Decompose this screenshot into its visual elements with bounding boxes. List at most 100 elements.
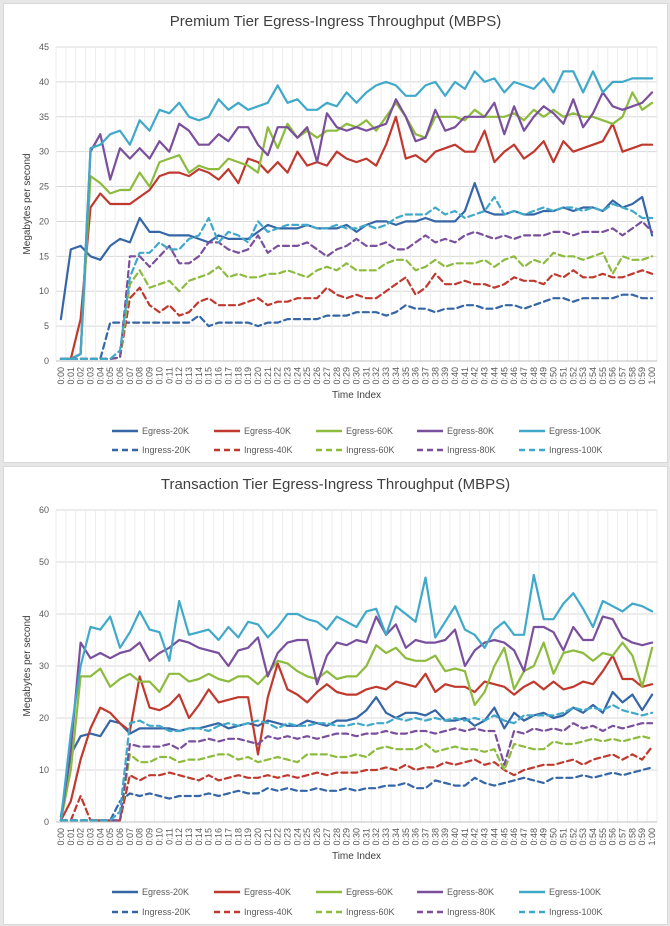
x-tick-label: 0:51 (558, 828, 568, 846)
x-tick-label: 0:03 (85, 828, 95, 846)
x-tick-label: 0:06 (115, 367, 125, 385)
legend-label: Egress-20K (142, 887, 189, 897)
x-tick-label: 0:56 (608, 367, 618, 385)
x-tick-label: 0:25 (302, 828, 312, 846)
x-tick-label: 0:44 (489, 367, 499, 385)
series-line-egress-80k (59, 91, 654, 360)
series-line-egress-40k (59, 115, 654, 360)
x-tick-label: 0:26 (312, 828, 322, 846)
y-tick-label: 20 (39, 216, 49, 226)
x-tick-label: 0:39 (440, 367, 450, 385)
legend-label: Egress-60K (346, 887, 393, 897)
x-tick-label: 0:17 (223, 828, 233, 846)
x-tick-label: 1:00 (647, 367, 657, 385)
legend-label: Ingress-40K (244, 445, 293, 455)
x-tick-label: 0:06 (115, 828, 125, 846)
x-tick-label: 0:13 (184, 828, 194, 846)
legend-label: Egress-20K (142, 426, 189, 436)
x-tick-label: 0:11 (164, 367, 174, 384)
x-tick-label: 0:18 (233, 367, 243, 385)
x-tick-label: 0:19 (243, 367, 253, 385)
x-tick-label: 0:29 (342, 828, 352, 846)
x-tick-label: 0:51 (558, 367, 568, 385)
x-tick-label: 0:17 (223, 367, 233, 385)
x-tick-label: 0:23 (283, 828, 293, 846)
x-tick-label: 0:54 (588, 828, 598, 846)
x-tick-label: 0:35 (401, 367, 411, 385)
x-tick-label: 0:36 (411, 828, 421, 846)
x-tick-label: 0:53 (578, 367, 588, 385)
x-tick-label: 0:02 (76, 367, 86, 385)
series-line-egress-60k (59, 91, 654, 360)
x-tick-label: 0:04 (95, 828, 105, 846)
x-tick-label: 0:04 (95, 367, 105, 385)
x-tick-label: 0:08 (135, 828, 145, 846)
series-line-ingress-20k (59, 766, 654, 822)
x-tick-label: 0:59 (637, 367, 647, 385)
x-tick-label: 0:45 (499, 828, 509, 846)
x-tick-label: 0:34 (391, 367, 401, 385)
x-tick-label: 0:53 (578, 828, 588, 846)
x-tick-label: 0:30 (352, 367, 362, 385)
x-tick-label: 0:56 (608, 828, 618, 846)
series-line-ingress-60k (59, 735, 654, 822)
x-tick-label: 0:05 (105, 828, 115, 846)
legend-label: Egress-100K (549, 426, 601, 436)
premium-tier-chart[interactable]: Premium Tier Egress-Ingress Throughput (… (3, 3, 668, 463)
legend-label: Ingress-80K (447, 907, 496, 917)
y-tick-label: 50 (39, 557, 49, 567)
x-tick-label: 0:15 (204, 367, 214, 385)
x-tick-label: 0:32 (371, 828, 381, 846)
x-tick-label: 0:33 (381, 367, 391, 385)
x-tick-label: 0:43 (480, 367, 490, 385)
legend-label: Egress-80K (447, 887, 494, 897)
x-tick-label: 0:38 (430, 828, 440, 846)
series-line-ingress-20k (59, 293, 654, 360)
x-tick-label: 0:32 (371, 367, 381, 385)
legend-label: Ingress-60K (346, 445, 395, 455)
x-tick-label: 0:41 (460, 367, 470, 385)
x-tick-label: 0:29 (342, 367, 352, 385)
transaction-tier-chart[interactable]: Transaction Tier Egress-Ingress Throughp… (3, 466, 668, 925)
x-tick-label: 0:00 (56, 367, 66, 385)
series-line-egress-60k (59, 641, 654, 822)
x-tick-label: 0:02 (76, 828, 86, 846)
series-line-ingress-100k (59, 703, 654, 822)
legend-label: Ingress-60K (346, 907, 395, 917)
x-tick-label: 0:27 (322, 367, 332, 385)
y-tick-label: 35 (39, 112, 49, 122)
legend-label: Ingress-20K (142, 907, 191, 917)
series-line-ingress-40k (59, 269, 654, 360)
legend-label: Ingress-20K (142, 445, 191, 455)
x-tick-label: 0:05 (105, 367, 115, 385)
x-tick-label: 0:30 (352, 828, 362, 846)
series-line-egress-100k (59, 573, 654, 822)
y-tick-label: 30 (39, 147, 49, 157)
x-tick-label: 0:49 (539, 828, 549, 846)
legend-label: Egress-40K (244, 426, 291, 436)
x-tick-label: 0:13 (184, 367, 194, 385)
y-tick-label: 10 (39, 286, 49, 296)
x-tick-label: 0:10 (154, 828, 164, 846)
x-tick-label: 0:37 (420, 367, 430, 385)
x-tick-label: 0:43 (480, 828, 490, 846)
x-tick-label: 0:40 (450, 367, 460, 385)
series-line-ingress-40k (59, 745, 654, 822)
x-tick-label: 0:57 (618, 367, 628, 385)
x-tick-label: 0:15 (204, 828, 214, 846)
x-tick-label: 0:57 (618, 828, 628, 846)
x-tick-label: 0:52 (568, 828, 578, 846)
x-tick-label: 0:48 (529, 367, 539, 385)
y-tick-label: 40 (39, 609, 49, 619)
x-tick-label: 0:39 (440, 828, 450, 846)
series-line-egress-80k (59, 615, 654, 822)
x-tick-label: 0:34 (391, 828, 401, 846)
series-line-egress-100k (59, 70, 654, 360)
x-tick-label: 0:41 (460, 828, 470, 846)
transaction-tier-chart-svg: Transaction Tier Egress-Ingress Throughp… (22, 476, 658, 917)
x-tick-label: 0:22 (273, 367, 283, 385)
x-tick-label: 0:28 (332, 367, 342, 385)
x-tick-label: 0:36 (411, 367, 421, 385)
x-tick-label: 0:07 (125, 828, 135, 846)
